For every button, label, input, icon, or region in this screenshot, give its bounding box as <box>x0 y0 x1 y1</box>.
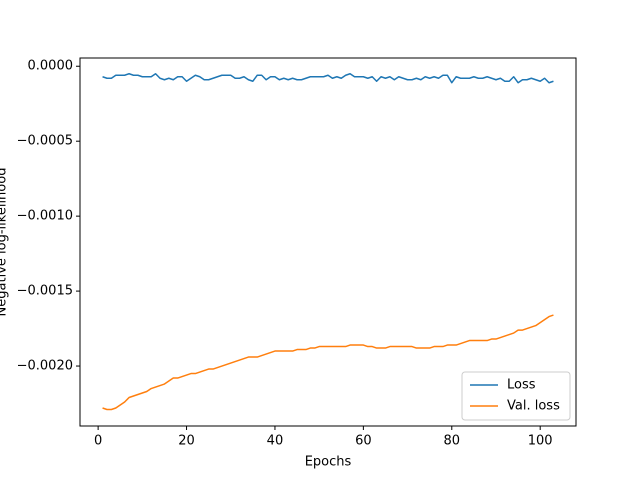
x-tick-label: 100 <box>528 434 553 449</box>
legend-label: Val. loss <box>507 399 560 414</box>
y-tick-label: 0.0000 <box>28 59 74 74</box>
y-axis-label: Negative log-likelihood <box>0 168 10 317</box>
y-tick-label: −0.0020 <box>17 359 73 374</box>
legend-label: Loss <box>507 378 536 393</box>
x-tick-label: 40 <box>267 434 284 449</box>
x-tick-label: 0 <box>94 434 102 449</box>
legend-box <box>461 371 571 421</box>
y-tick-label: −0.0015 <box>17 284 73 299</box>
x-axis-label: Epochs <box>305 455 352 470</box>
y-tick-label: −0.0005 <box>17 134 73 149</box>
line-series <box>102 72 554 84</box>
line-series <box>102 314 554 411</box>
x-tick-label: 80 <box>444 434 461 449</box>
plot-frame <box>79 57 577 427</box>
y-tick-label: −0.0010 <box>17 209 73 224</box>
x-tick-label: 20 <box>178 434 195 449</box>
x-tick-label: 60 <box>355 434 372 449</box>
